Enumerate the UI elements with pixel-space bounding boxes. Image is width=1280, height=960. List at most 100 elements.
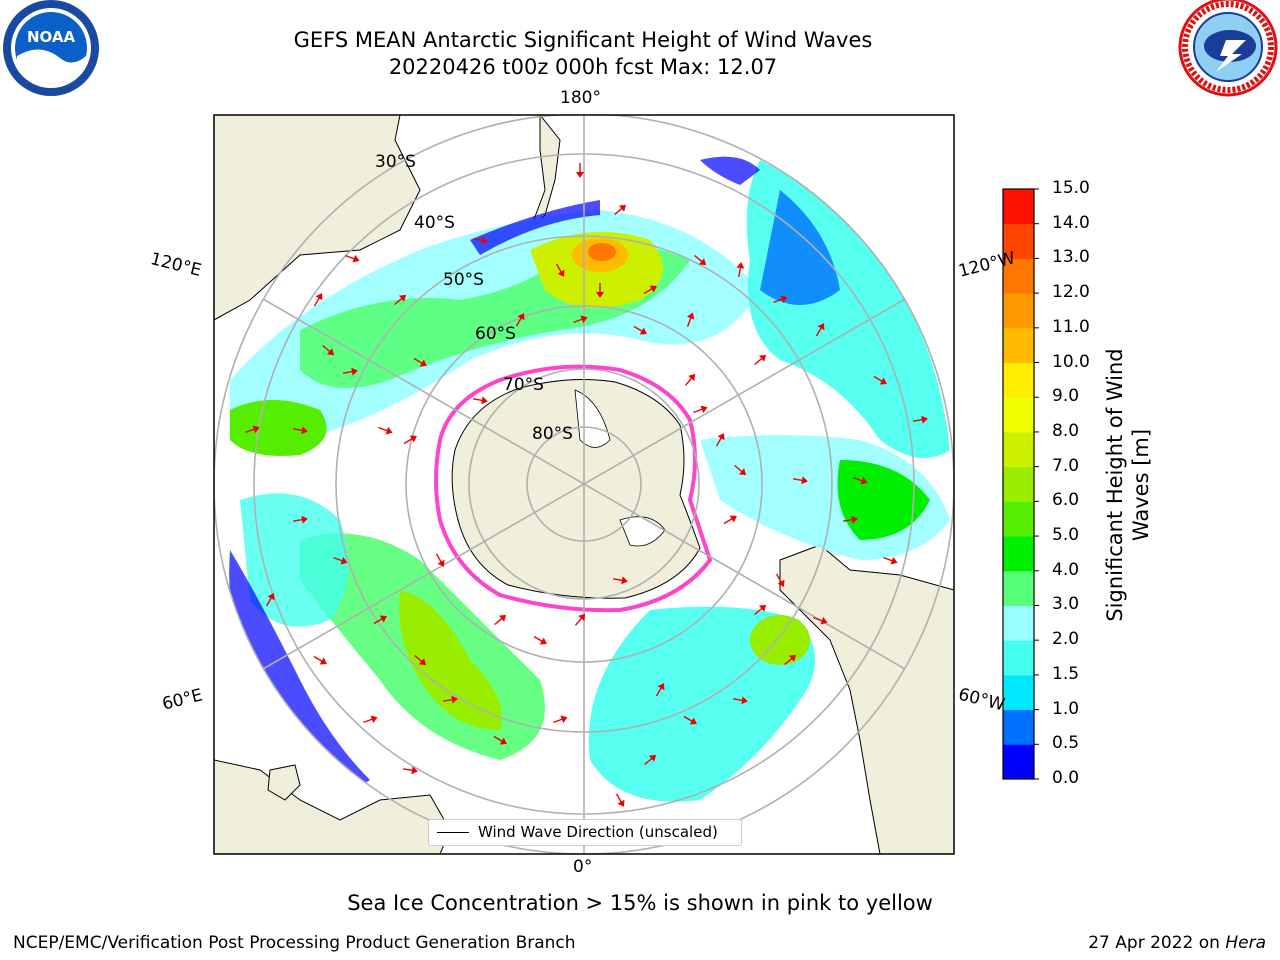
colorbar-band [1003,744,1034,780]
wave-direction-arrow [615,793,625,807]
wave-direction-arrow [472,396,488,405]
wave-direction-arrow [853,476,868,485]
colorbar-tick-label: 11.0 [1052,316,1090,337]
wave-direction-arrow [694,254,707,266]
wave-direction-arrow [515,313,525,327]
nws-logo [1178,0,1278,97]
lon-label-180: 180° [560,88,601,108]
wave-direction-arrow [555,263,565,277]
wave-direction-arrow [265,593,275,607]
colorbar-tick-label: 0.0 [1052,768,1080,788]
wind-wave-arrows [245,163,928,845]
wave-direction-arrow [754,604,767,616]
wave-direction-arrow [684,373,696,386]
wave-direction-arrow [333,556,348,565]
colorbar-tick-label: 15.0 [1052,178,1090,198]
wave-direction-arrow [596,283,604,298]
wave-direction-arrow [414,654,427,666]
colorbar-tick-label: 14.0 [1052,212,1090,233]
colorbar-title-line1: Significant Height of Wind [1103,348,1127,622]
footer-left: NCEP/EMC/Verification Post Processing Pr… [13,933,576,953]
colorbar-band [1003,709,1034,745]
colorbar-band [1003,327,1034,364]
wave-direction-arrow [842,515,858,524]
wave-direction-arrow [693,405,708,414]
wave-direction-arrow [342,367,358,376]
lat-label-40s: 40°S [414,213,455,233]
wave-direction-arrow [683,715,697,725]
chart-subtitle: 20220426 t00z 000h fcst Max: 12.07 [388,55,778,79]
colorbar-tick-label: 1.5 [1052,663,1080,684]
wave-direction-arrow [435,553,445,567]
colorbar-title-line2: Waves [m] [1129,428,1153,542]
wave-direction-arrow [612,576,628,585]
lat-label-70s: 70°S [503,375,544,395]
colorbar-title: Significant Height of Wind Waves [m] [1102,285,1154,685]
wave-direction-arrow [633,325,647,335]
colorbar-band [1003,536,1034,572]
colorbar-tick-label: 8.0 [1052,420,1080,441]
colorbar-tick-label: 9.0 [1052,386,1080,407]
wave-direction-arrow [313,655,327,665]
wave-direction-arrow [292,515,308,524]
wave-direction-arrow [873,375,887,385]
wave-direction-arrow [373,615,387,625]
colorbar-tick-label: 7.0 [1052,455,1080,476]
graticule [214,115,954,854]
colorbar-band [1003,605,1034,641]
wave-direction-arrow [643,285,657,295]
footer-right-host: Hera [1225,933,1266,953]
colorbar-tick-label: 3.0 [1052,594,1080,615]
colorbar-band [1003,362,1034,398]
lat-label-30s: 30°S [375,152,416,172]
sea-ice-note: Sea Ice Concentration > 15% is shown in … [347,891,933,915]
wave-direction-arrow [773,295,788,304]
colorbar-band [1003,431,1034,468]
colorbar-band [1003,223,1034,259]
wave-height-field [229,156,950,802]
colorbar-tick-label: 5.0 [1052,525,1080,546]
wave-direction-arrow [472,236,488,245]
wave-direction-arrow [363,715,378,724]
wave-direction-arrow [815,323,825,337]
wave-direction-arrow [813,616,828,625]
wave-direction-arrow [494,614,507,626]
wave-direction-arrow [723,515,737,525]
wave-direction-arrow [784,654,797,666]
wave-direction-arrow [493,735,507,745]
wave-direction-arrow [413,357,427,367]
map-legend: Wind Wave Direction (unscaled) [428,819,742,846]
colorbar-band [1003,189,1034,225]
wave-direction-arrow [792,476,808,485]
wave-direction-arrow [403,435,417,445]
wave-direction-arrow [245,425,260,434]
noaa-logo: NOAA [3,0,99,96]
wave-direction-arrow [576,163,584,178]
colorbar-band [1003,258,1034,294]
wave-direction-arrow [686,312,695,327]
wave-direction-arrow [614,204,627,216]
colorbar-band [1003,293,1034,329]
wave-direction-arrow [883,556,898,565]
colorbar-band [1003,674,1034,711]
wave-direction-arrow [442,695,458,704]
wave-direction-arrow [736,262,745,278]
wave-direction-arrow [322,344,335,356]
noaa-logo-text: NOAA [27,28,76,46]
wave-direction-arrow [313,293,323,307]
colorbar-band [1003,466,1034,502]
colorbar-band [1003,640,1034,676]
wave-direction-arrow [345,254,360,263]
colorbar-band [1003,570,1034,606]
wave-direction-arrow [775,573,785,587]
wave-direction-arrow [912,415,928,424]
map-area [214,115,954,854]
colorbar [1003,188,1039,780]
colorbar-tick-label: 13.0 [1052,247,1090,268]
colorbar-tick-label: 6.0 [1052,490,1080,511]
colorbar-tick-label: 1.0 [1052,698,1080,719]
legend-line-swatch [437,832,469,833]
colorbar-tick-label: 4.0 [1052,559,1080,580]
colorbar-tick-label: 2.0 [1052,629,1080,650]
